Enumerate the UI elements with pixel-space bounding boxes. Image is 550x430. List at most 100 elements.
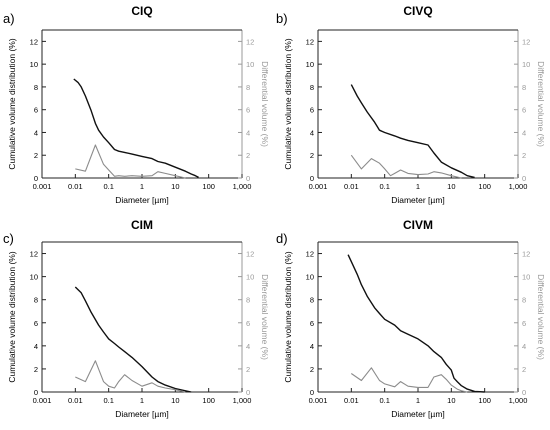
y-tick-label: 12 [30, 37, 38, 46]
y2-tick-label: 4 [522, 342, 526, 351]
x-tick-label: 0.001 [33, 182, 52, 191]
y-tick-label: 0 [34, 388, 38, 397]
y2-tick-label: 8 [246, 83, 250, 92]
y-tick-label: 4 [310, 128, 314, 137]
y-tick-label: 2 [34, 365, 38, 374]
y2-tick-label: 6 [522, 106, 526, 115]
y-tick-label: 8 [34, 296, 38, 305]
y2-tick-label: 6 [246, 319, 250, 328]
y2-tick-label: 12 [246, 250, 254, 259]
x-tick-label: 100 [202, 396, 215, 405]
y2-tick-label: 10 [522, 273, 530, 282]
y-tick-label: 12 [306, 250, 314, 259]
x-tick-label: 100 [478, 396, 491, 405]
y2-tick-label: 6 [246, 106, 250, 115]
panel-letter: c) [3, 231, 14, 246]
y-tick-label: 12 [306, 37, 314, 46]
y2-tick-label: 0 [246, 174, 250, 183]
cumulative-volume-line [74, 286, 192, 393]
cumulative-volume-line [347, 254, 485, 393]
y2-tick-label: 0 [246, 388, 250, 397]
x-tick-label: 100 [202, 182, 215, 191]
differential-volume-line [75, 360, 186, 393]
y-tick-label: 0 [310, 174, 314, 183]
y2-tick-label: 0 [522, 388, 526, 397]
y2-tick-label: 0 [522, 174, 526, 183]
y-tick-label: 8 [310, 296, 314, 305]
y2-axis-label: Differential volume (%) [536, 61, 546, 147]
x-tick-label: 1,000 [509, 396, 528, 405]
x-tick-label: 0.1 [103, 396, 113, 405]
y2-tick-label: 10 [246, 273, 254, 282]
x-tick-label: 10 [171, 396, 179, 405]
y-tick-label: 4 [34, 342, 38, 351]
y-tick-label: 2 [310, 151, 314, 160]
panel-letter: d) [276, 231, 288, 246]
y-tick-label: 10 [306, 60, 314, 69]
y2-tick-label: 6 [522, 319, 526, 328]
y2-tick-label: 4 [246, 128, 250, 137]
differential-volume-line [350, 367, 468, 393]
x-tick-label: 0.01 [344, 182, 359, 191]
y2-tick-label: 8 [246, 296, 250, 305]
x-tick-label: 1 [416, 396, 420, 405]
y2-tick-label: 12 [246, 37, 254, 46]
y2-axis-label: Differential volume (%) [260, 274, 270, 360]
differential-volume-line [75, 144, 186, 179]
y2-tick-label: 4 [522, 128, 526, 137]
x-tick-label: 0.1 [103, 182, 113, 191]
y2-tick-label: 2 [522, 151, 526, 160]
chart-title: CIVQ [403, 4, 432, 18]
chart-title: CIVM [403, 218, 433, 232]
y2-tick-label: 12 [522, 250, 530, 259]
y-tick-label: 6 [310, 319, 314, 328]
y-tick-label: 0 [310, 388, 314, 397]
x-tick-label: 1,000 [233, 182, 252, 191]
x-tick-label: 1,000 [233, 396, 252, 405]
chart-title: CIM [131, 218, 153, 232]
y-tick-label: 10 [30, 60, 38, 69]
y-tick-label: 8 [34, 83, 38, 92]
y-tick-label: 8 [310, 83, 314, 92]
y-axis-label: Cumulative volume distribution (%) [7, 251, 17, 382]
y-tick-label: 2 [310, 365, 314, 374]
x-tick-label: 10 [447, 396, 455, 405]
y2-tick-label: 10 [522, 60, 530, 69]
panel-letter: a) [3, 11, 15, 26]
cumulative-volume-line [350, 84, 475, 179]
x-tick-label: 10 [171, 182, 179, 191]
y-tick-label: 4 [310, 342, 314, 351]
x-tick-label: 1 [140, 182, 144, 191]
x-axis-label: Diameter [µm] [115, 195, 169, 205]
y-tick-label: 6 [34, 319, 38, 328]
y-tick-label: 6 [310, 106, 314, 115]
x-axis-label: Diameter [µm] [391, 409, 445, 419]
panel-letter: b) [276, 11, 288, 26]
differential-volume-line [350, 154, 462, 179]
y-tick-label: 12 [30, 250, 38, 259]
x-tick-label: 1 [416, 182, 420, 191]
y2-tick-label: 12 [522, 37, 530, 46]
y2-tick-label: 8 [522, 83, 526, 92]
y2-tick-label: 4 [246, 342, 250, 351]
y2-tick-label: 8 [522, 296, 526, 305]
y-tick-label: 2 [34, 151, 38, 160]
x-tick-label: 0.001 [33, 396, 52, 405]
x-tick-label: 100 [478, 182, 491, 191]
x-tick-label: 0.01 [344, 396, 359, 405]
y2-axis-label: Differential volume (%) [536, 274, 546, 360]
y-axis-label: Cumulative volume distribution (%) [7, 38, 17, 169]
x-tick-label: 0.1 [379, 182, 389, 191]
x-tick-label: 0.001 [309, 396, 328, 405]
y-tick-label: 0 [34, 174, 38, 183]
y-axis-label: Cumulative volume distribution (%) [283, 38, 293, 169]
y2-tick-label: 2 [522, 365, 526, 374]
y-tick-label: 4 [34, 128, 38, 137]
x-tick-label: 1,000 [509, 182, 528, 191]
chart-title: CIQ [131, 4, 152, 18]
